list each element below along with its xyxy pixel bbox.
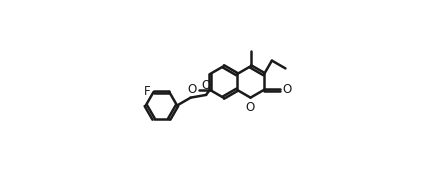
Text: O: O: [187, 83, 196, 96]
Text: O: O: [201, 79, 211, 92]
Text: O: O: [245, 101, 254, 114]
Text: F: F: [144, 85, 151, 98]
Text: O: O: [282, 83, 291, 96]
